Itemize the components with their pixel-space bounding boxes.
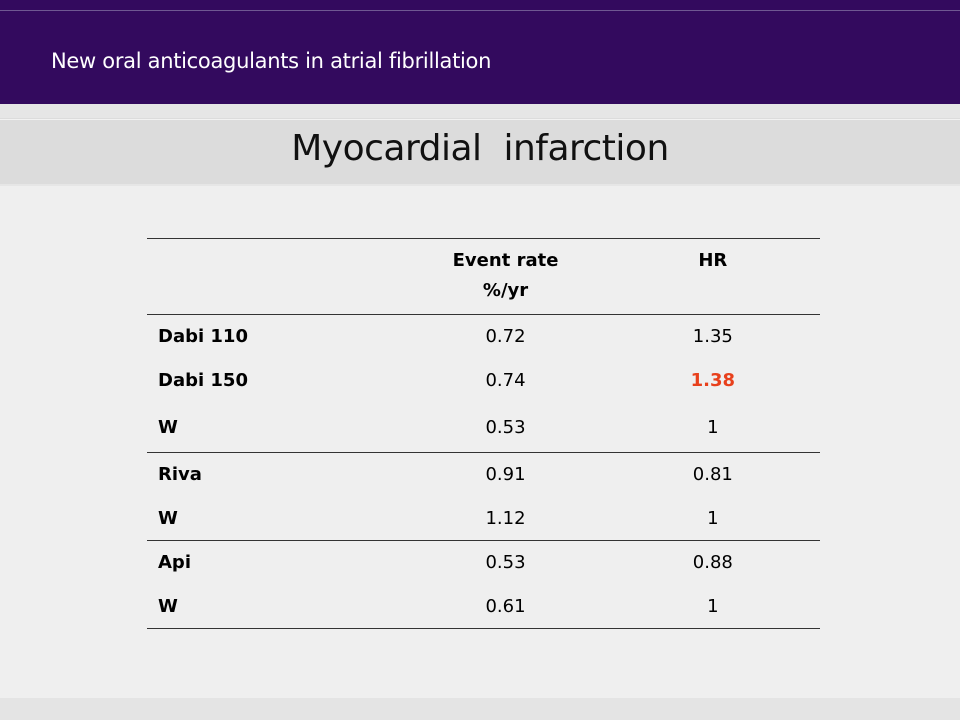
data-table: Event rate %/yr HR Dabi 110 0.72 1.35 Da… bbox=[147, 238, 820, 629]
hr-cell-highlighted: 1.38 bbox=[690, 370, 736, 391]
table-row: Dabi 150 0.74 1.38 bbox=[147, 359, 820, 403]
header-cell-event-rate: Event rate %/yr bbox=[405, 239, 605, 315]
event-rate-cell: 0.72 bbox=[485, 326, 526, 348]
drug-cell: Dabi 150 bbox=[158, 370, 248, 391]
table-row: W 0.61 1 bbox=[147, 585, 820, 629]
header-event-rate-line2: %/yr bbox=[482, 280, 529, 301]
hr-cell: 1.35 bbox=[692, 326, 733, 348]
hr-cell: 1 bbox=[707, 507, 719, 529]
table-group-rivaroxaban: Riva 0.91 0.81 W 1.12 1 bbox=[147, 453, 820, 541]
event-rate-cell: 0.53 bbox=[485, 416, 526, 438]
drug-cell: W bbox=[158, 507, 178, 529]
table-row: Dabi 110 0.72 1.35 bbox=[147, 315, 820, 359]
hr-cell: 1 bbox=[707, 416, 719, 438]
header-band bbox=[0, 0, 960, 104]
header-text: New oral anticoagulants in atrial fibril… bbox=[51, 49, 492, 73]
hr-cell: 1 bbox=[707, 595, 719, 617]
table-header: Event rate %/yr HR bbox=[147, 238, 820, 315]
content-area bbox=[0, 186, 960, 698]
table-group-apixaban: Api 0.53 0.88 W 0.61 1 bbox=[147, 541, 820, 629]
drug-cell: Riva bbox=[158, 464, 202, 486]
event-rate-cell: 0.61 bbox=[485, 595, 526, 617]
footer-band bbox=[0, 698, 960, 720]
title-band bbox=[0, 118, 960, 184]
hr-cell: 0.81 bbox=[692, 464, 733, 486]
table-row: Api 0.53 0.88 bbox=[147, 541, 820, 585]
slide-title: Myocardial infarction bbox=[291, 128, 669, 169]
header-event-rate-line1: Event rate bbox=[452, 250, 559, 271]
event-rate-cell: 0.53 bbox=[485, 552, 526, 574]
drug-cell: Api bbox=[158, 552, 191, 574]
drug-cell: Dabi 110 bbox=[158, 326, 248, 348]
event-rate-cell: 0.91 bbox=[485, 464, 526, 486]
title-rule bbox=[0, 119, 960, 120]
event-rate-cell: 0.74 bbox=[485, 370, 526, 391]
event-rate-cell: 1.12 bbox=[485, 507, 526, 529]
header-cell-drug bbox=[147, 239, 405, 315]
table-row: Riva 0.91 0.81 bbox=[147, 453, 820, 497]
table-row: W 1.12 1 bbox=[147, 497, 820, 541]
table-row: W 0.53 1 bbox=[147, 403, 820, 453]
hr-cell: 0.88 bbox=[692, 552, 733, 574]
header-rule bbox=[0, 10, 960, 11]
drug-cell: W bbox=[158, 416, 178, 438]
table-group-dabigatran: Dabi 110 0.72 1.35 Dabi 150 0.74 1.38 W … bbox=[147, 315, 820, 453]
drug-cell: W bbox=[158, 595, 178, 617]
header-row: Event rate %/yr HR bbox=[147, 238, 820, 315]
header-hr-label: HR bbox=[698, 250, 728, 271]
header-cell-hr: HR bbox=[606, 239, 820, 315]
